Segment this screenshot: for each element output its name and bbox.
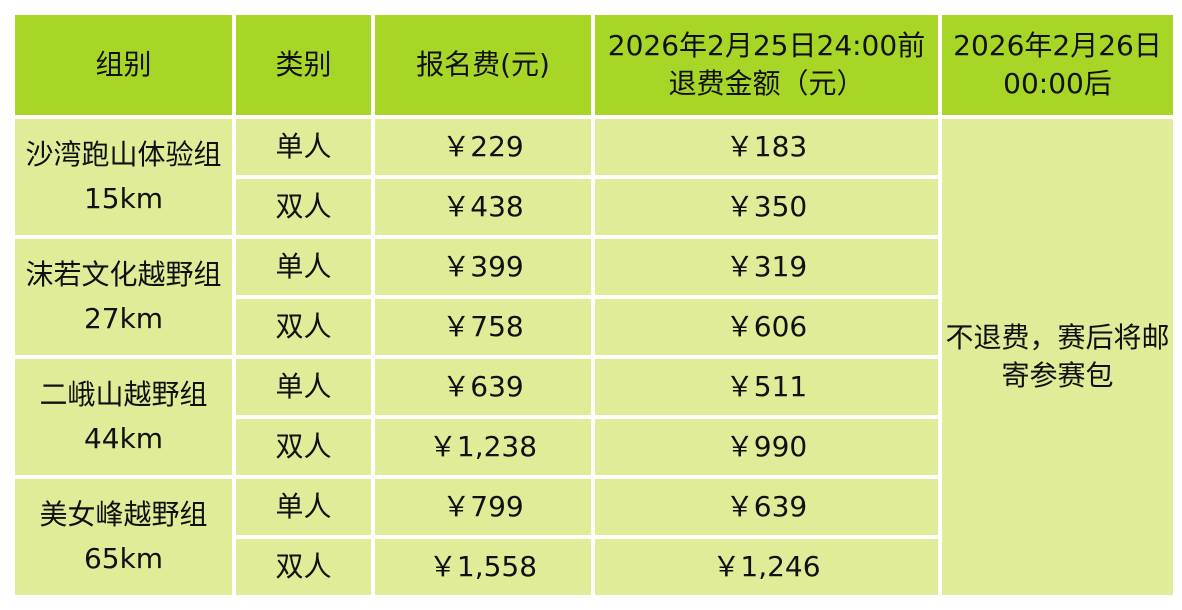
header-group: 组别 [15, 15, 232, 115]
group-name: 二峨山越野组44km [15, 359, 232, 475]
after-deadline-note: 不退费，赛后将邮寄参赛包 [942, 119, 1173, 595]
group-name: 沙湾跑山体验组15km [15, 119, 232, 235]
header-fee: 报名费(元) [375, 15, 591, 115]
entry-type: 双人 [236, 419, 371, 475]
refund-amount: ￥990 [595, 419, 938, 475]
table-row: 双人 ￥758 ￥606 [15, 299, 1173, 355]
table-row: 双人 ￥438 ￥350 [15, 179, 1173, 235]
entry-fee: ￥229 [375, 119, 591, 175]
table-row: 沙湾跑山体验组15km 单人 ￥229 ￥183 不退费，赛后将邮寄参赛包 [15, 119, 1173, 595]
header-refund-before: 2026年2月25日24:00前退费金额（元） [595, 15, 938, 115]
table-row: 双人 ￥1,558 ￥1,246 [15, 539, 1173, 595]
table-row: 沫若文化越野组27km 单人 ￥399 ￥319 [15, 239, 1173, 355]
group-name: 沫若文化越野组27km [15, 239, 232, 355]
refund-fee-table: 组别 类别 报名费(元) 2026年2月25日24:00前退费金额（元） 202… [11, 11, 1177, 599]
refund-amount: ￥183 [595, 119, 938, 175]
entry-type: 单人 [236, 119, 371, 175]
entry-fee: ￥758 [375, 299, 591, 355]
table-row: 美女峰越野组65km 单人 ￥799 ￥639 [15, 479, 1173, 595]
entry-fee: ￥639 [375, 359, 591, 415]
refund-amount: ￥350 [595, 179, 938, 235]
refund-amount: ￥639 [595, 479, 938, 535]
group-name: 美女峰越野组65km [15, 479, 232, 595]
header-row: 组别 类别 报名费(元) 2026年2月25日24:00前退费金额（元） 202… [15, 15, 1173, 115]
entry-fee: ￥1,238 [375, 419, 591, 475]
table-row: 二峨山越野组44km 单人 ￥639 ￥511 [15, 359, 1173, 475]
header-type: 类别 [236, 15, 371, 115]
entry-type: 双人 [236, 179, 371, 235]
entry-fee: ￥799 [375, 479, 591, 535]
entry-type: 单人 [236, 359, 371, 415]
refund-amount: ￥511 [595, 359, 938, 415]
entry-type: 单人 [236, 239, 371, 295]
refund-amount: ￥319 [595, 239, 938, 295]
refund-amount: ￥606 [595, 299, 938, 355]
entry-fee: ￥399 [375, 239, 591, 295]
entry-type: 单人 [236, 479, 371, 535]
refund-amount: ￥1,246 [595, 539, 938, 595]
header-after: 2026年2月26日00:00后 [942, 15, 1173, 115]
entry-type: 双人 [236, 299, 371, 355]
entry-fee: ￥1,558 [375, 539, 591, 595]
entry-type: 双人 [236, 539, 371, 595]
entry-fee: ￥438 [375, 179, 591, 235]
table-row: 双人 ￥1,238 ￥990 [15, 419, 1173, 475]
